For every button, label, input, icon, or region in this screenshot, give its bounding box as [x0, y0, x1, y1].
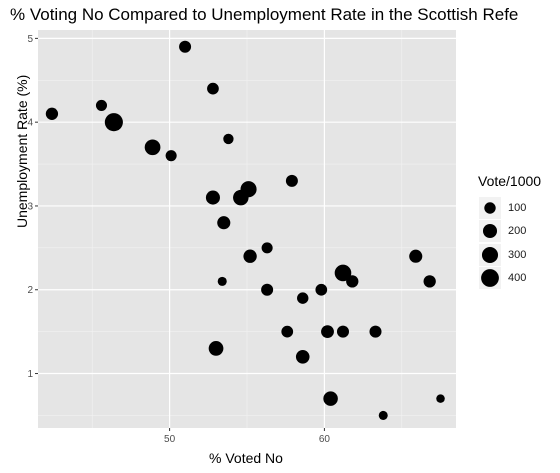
data-point [336, 325, 349, 338]
data-point [179, 40, 192, 53]
data-point [104, 113, 123, 132]
legend-label-300: 300 [508, 249, 527, 261]
chart-title: % Voting No Compared to Unemployment Rat… [10, 5, 519, 24]
data-point [281, 325, 294, 338]
y-axis-ticks: 1 2 3 4 5 [27, 34, 38, 380]
data-point [205, 190, 220, 205]
data-point [208, 341, 224, 356]
data-point [45, 107, 59, 120]
data-point [369, 325, 382, 338]
data-point [409, 249, 423, 263]
data-point [261, 283, 274, 296]
legend-key-point [481, 246, 499, 264]
data-point [217, 276, 227, 286]
data-point [297, 292, 309, 304]
data-point [285, 174, 298, 187]
data-point [323, 391, 338, 406]
data-point [423, 275, 436, 288]
y-tick-label: 5 [27, 34, 33, 45]
data-point [321, 325, 334, 339]
legend-label-400: 400 [508, 272, 527, 284]
x-axis-ticks: 50 60 [164, 428, 330, 445]
data-point [207, 82, 219, 95]
data-point [346, 275, 359, 288]
legend-label-100: 100 [508, 202, 527, 214]
data-point [223, 133, 234, 145]
legend-key-point [481, 269, 499, 287]
data-points [45, 40, 445, 420]
data-point [295, 349, 310, 364]
x-tick-label: 50 [164, 434, 176, 445]
legend-title: Vote/1000 [478, 173, 542, 189]
legend-key-point [482, 223, 498, 239]
legend-key-point [484, 202, 496, 214]
x-axis-label: % Voted No [209, 450, 283, 466]
y-tick-label: 2 [27, 285, 33, 296]
data-point [144, 139, 161, 156]
data-point [261, 242, 273, 254]
data-point [315, 283, 328, 296]
y-tick-label: 1 [27, 369, 33, 380]
legend-label-200: 200 [508, 225, 527, 237]
y-tick-label: 3 [27, 201, 33, 212]
y-axis-label: Unemployment Rate (%) [14, 74, 30, 228]
data-point [240, 181, 257, 198]
x-tick-label: 60 [319, 434, 331, 445]
y-tick-label: 4 [27, 118, 33, 129]
data-point [95, 99, 108, 111]
data-point [243, 249, 257, 263]
data-point [378, 410, 388, 420]
data-point [165, 150, 177, 162]
legend-keys [479, 197, 501, 289]
data-point [436, 394, 445, 403]
data-point [217, 216, 231, 230]
major-gridlines [38, 30, 456, 428]
data-point [334, 264, 352, 282]
